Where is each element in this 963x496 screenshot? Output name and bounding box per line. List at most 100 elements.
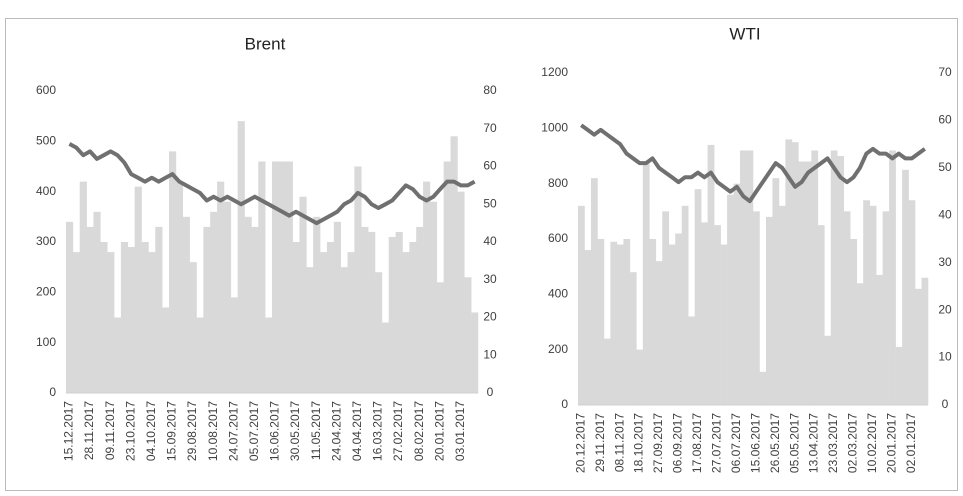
y2-tick-label: 40 (938, 207, 952, 221)
y-tick-label: 1000 (541, 121, 568, 135)
x-tick-label: 26.05.2017 (768, 413, 782, 473)
bar (423, 181, 431, 393)
bar (701, 222, 708, 405)
x-tick-label: 09.11.2017 (103, 401, 117, 460)
x-tick-label: 03.01.2017 (453, 401, 467, 461)
bar (804, 161, 812, 405)
x-tick-label: 02.01.2017 (904, 413, 918, 473)
x-tick-label: 13.04.2017 (807, 413, 821, 473)
bar (765, 216, 773, 405)
bar (347, 252, 355, 393)
bar (740, 150, 747, 405)
x-tick-label: 23.10.2017 (123, 401, 137, 461)
y2-tick-label: 20 (938, 302, 952, 316)
bar (86, 226, 94, 393)
bar (258, 161, 266, 393)
x-tick-label: 17.08.2017 (690, 413, 704, 473)
y-tick-label: 200 (548, 342, 568, 356)
bar (649, 239, 657, 405)
bar (251, 226, 259, 393)
bar (285, 161, 293, 393)
y-tick-label: 0 (561, 397, 568, 411)
y-tick-label: 100 (36, 335, 56, 349)
y2-tick-label: 80 (483, 83, 497, 97)
bar (837, 156, 845, 405)
bar (869, 205, 877, 405)
bar (578, 205, 585, 405)
x-tick-label: 20.01.2017 (885, 413, 899, 473)
bar (107, 252, 115, 393)
x-tick-label: 05.07.2017 (247, 401, 261, 461)
bar (66, 221, 74, 393)
x-tick-label: 04.04.2017 (350, 401, 364, 461)
bar (162, 307, 170, 393)
x-tick-label: 15.12.2017 (62, 401, 76, 461)
bar (471, 312, 479, 393)
bar (902, 169, 909, 405)
bar (265, 317, 273, 393)
y-tick-label: 1200 (541, 65, 568, 79)
y-tick-label: 500 (36, 134, 56, 148)
bar (863, 200, 870, 405)
bar (629, 272, 637, 405)
line (580, 123, 926, 204)
x-tick-label: 08.11.2017 (612, 413, 626, 472)
x-tick-label: 29.11.2017 (593, 413, 607, 472)
y2-tick-label: 30 (938, 255, 952, 269)
bar (93, 211, 101, 393)
bar (610, 241, 618, 405)
chart-title: Brent (245, 34, 286, 53)
bar (688, 316, 695, 405)
bar (668, 244, 676, 405)
bar (375, 272, 383, 393)
bar (915, 288, 922, 405)
bar (436, 282, 444, 393)
y2-tick-label: 20 (483, 310, 497, 324)
x-tick-label: 11.05.2017 (309, 401, 323, 460)
bar (72, 252, 81, 393)
y2-tick-label: 0 (942, 397, 949, 411)
bar (223, 201, 232, 393)
y2-tick-label: 70 (483, 121, 497, 135)
bar (733, 183, 741, 405)
x-tick-label: 28.11.2017 (82, 401, 96, 460)
bar (299, 196, 307, 393)
y-tick-label: 600 (548, 231, 568, 245)
bar (189, 262, 197, 393)
bar (707, 144, 715, 405)
bar (921, 277, 929, 405)
bar (326, 242, 335, 393)
x-tick-label: 29.08.2017 (185, 401, 199, 461)
bar (230, 297, 238, 393)
bar (134, 186, 142, 393)
x-tick-label: 06.07.2017 (729, 413, 743, 473)
x-tick-label: 27.07.2017 (710, 413, 724, 473)
bar (798, 161, 806, 405)
y2-tick-label: 60 (938, 113, 952, 127)
bar (590, 178, 598, 405)
bar (450, 136, 458, 394)
bar (409, 242, 417, 393)
y-tick-label: 800 (548, 176, 568, 190)
bar (457, 191, 465, 393)
bar (636, 349, 644, 405)
bar (662, 211, 670, 405)
x-tick-label: 27.09.2017 (651, 413, 665, 473)
bar (155, 226, 163, 393)
bar (681, 205, 689, 405)
bar (694, 189, 702, 405)
bar (597, 239, 605, 405)
bar (272, 161, 280, 393)
y-tick-label: 600 (36, 83, 56, 97)
bar (464, 277, 472, 393)
x-tick-label: 02.03.2017 (846, 413, 860, 473)
x-tick-label: 15.09.2017 (165, 401, 179, 461)
y2-tick-label: 10 (483, 347, 497, 361)
x-tick-label: 16.03.2017 (371, 401, 385, 461)
bar (306, 267, 314, 393)
bar (402, 252, 410, 393)
y2-tick-label: 50 (938, 160, 952, 174)
x-tick-label: 24.07.2017 (226, 401, 240, 461)
x-tick-label: 10.08.2017 (206, 401, 220, 461)
